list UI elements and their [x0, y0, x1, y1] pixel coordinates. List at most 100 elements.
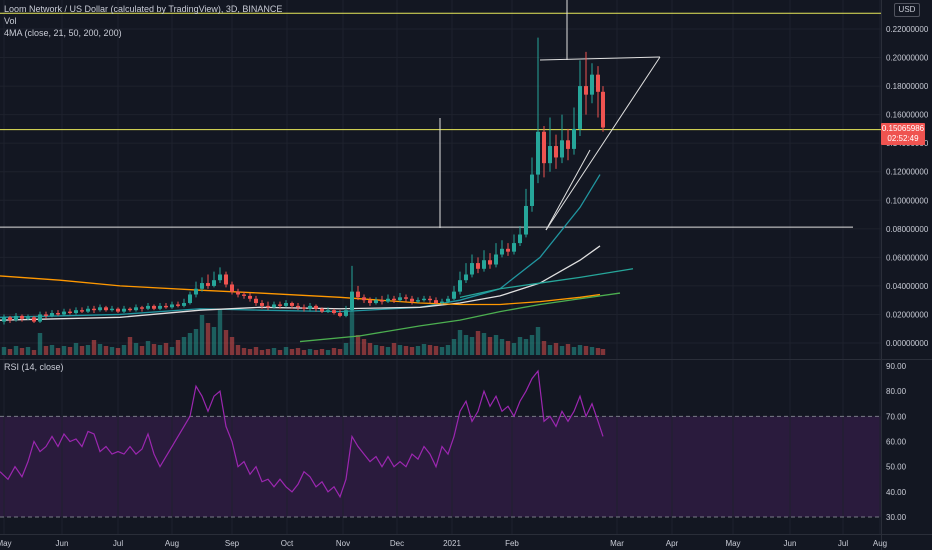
rsi-tick-label: 60.00 [886, 438, 907, 447]
volume-bar [151, 344, 157, 355]
volume-bar [523, 339, 529, 355]
candle-body [296, 305, 300, 308]
candle-body [434, 300, 438, 304]
candle-body [590, 74, 594, 95]
vol-indicator-label[interactable]: Vol [4, 16, 17, 26]
candle-body [176, 304, 180, 306]
time-tick-label: Aug [165, 539, 179, 548]
volume-bar [463, 335, 469, 355]
candle-body [416, 300, 420, 302]
candle-body [470, 263, 474, 275]
volume-bar [301, 350, 307, 355]
candle-body [404, 297, 408, 299]
triangle-right-line [545, 56, 661, 231]
volume-bar [91, 340, 97, 355]
volume-bar [475, 331, 481, 355]
candle-body [2, 317, 6, 322]
candle-body [374, 300, 378, 304]
volume-bar [355, 335, 361, 355]
candle-body [50, 313, 54, 316]
volume-bar [235, 345, 241, 355]
volume-bar [55, 348, 61, 355]
volume-bar [145, 341, 151, 355]
time-axis-labels[interactable]: May Jun Jul Aug Sep Oct Nov Dec 2021 Feb Mar Apr May… [0, 539, 887, 548]
volume-bar [217, 310, 223, 355]
candle-body [356, 291, 360, 298]
candle-body [458, 280, 462, 292]
volume-bar [517, 337, 523, 355]
candle-body [248, 295, 252, 299]
volume-bar [451, 339, 457, 355]
candle-body [242, 294, 246, 296]
price-tick-label: 0.18000000 [886, 82, 929, 91]
time-tick-label: Aug [873, 539, 887, 548]
candle-body [482, 260, 486, 269]
volume-bar [247, 349, 253, 355]
time-tick-label: Mar [610, 539, 624, 548]
volume-bar [433, 346, 439, 355]
volume-bar [163, 343, 169, 355]
volume-bar [229, 337, 235, 355]
candlestick-series [2, 37, 605, 325]
candle-body [212, 280, 216, 286]
candle-body [320, 308, 324, 312]
time-tick-label: 2021 [443, 539, 461, 548]
candle-body [104, 307, 108, 311]
volume-bars [1, 310, 606, 355]
candle-body [266, 305, 270, 308]
volume-bar [205, 323, 211, 355]
volume-bar [493, 335, 499, 355]
candle-body [530, 174, 534, 206]
candle-body [188, 294, 192, 304]
candle-body [392, 298, 396, 301]
volume-bar [565, 344, 571, 355]
ma-indicator-label[interactable]: 4MA (close, 21, 50, 200, 200) [4, 28, 122, 38]
candle-body [476, 263, 480, 269]
volume-bar [409, 347, 415, 355]
volume-bar [175, 340, 181, 355]
volume-bar [67, 347, 73, 355]
volume-bar [595, 348, 601, 355]
candle-body [128, 308, 132, 311]
ma-line-50-1 [0, 245, 601, 321]
candle-body [8, 317, 12, 321]
candle-body [14, 315, 18, 321]
volume-bar [379, 346, 385, 355]
volume-bar [283, 347, 289, 355]
chart-drawings [439, 0, 661, 231]
rsi-line [0, 369, 604, 499]
volume-bar [349, 311, 355, 355]
candle-body [368, 300, 372, 304]
volume-bar [37, 333, 43, 355]
currency-badge[interactable]: USD [894, 3, 920, 17]
volume-bar [157, 345, 163, 355]
rsi-tick-label: 80.00 [886, 387, 907, 396]
volume-bar [253, 347, 259, 355]
candle-body [536, 131, 540, 175]
candle-body [80, 310, 84, 312]
symbol-title[interactable]: Loom Network / US Dollar (calculated by … [4, 4, 283, 14]
volume-bar [325, 350, 331, 355]
triangle-top-line [539, 56, 661, 61]
candle-body [206, 283, 210, 286]
rsi-axis-labels: 90.00 80.00 70.00 60.00 50.00 40.00 30.00 [886, 362, 907, 522]
volume-bar [31, 350, 37, 355]
candle-body [236, 291, 240, 295]
rsi-indicator-label[interactable]: RSI (14, close) [4, 362, 64, 372]
price-tick-label: 0.20000000 [886, 54, 929, 63]
volume-bar [187, 333, 193, 355]
candle-body [44, 314, 48, 316]
volume-bar [571, 347, 577, 355]
candle-body [98, 307, 102, 311]
price-tick-label: 0.12000000 [886, 168, 929, 177]
volume-bar [43, 346, 49, 355]
volume-bar [445, 345, 451, 355]
volume-bar [331, 348, 337, 355]
candle-body [164, 305, 168, 308]
candle-body [344, 310, 348, 316]
volume-bar [103, 346, 109, 355]
candle-body [584, 86, 588, 95]
candle-body [422, 298, 426, 301]
candle-body [332, 310, 336, 314]
